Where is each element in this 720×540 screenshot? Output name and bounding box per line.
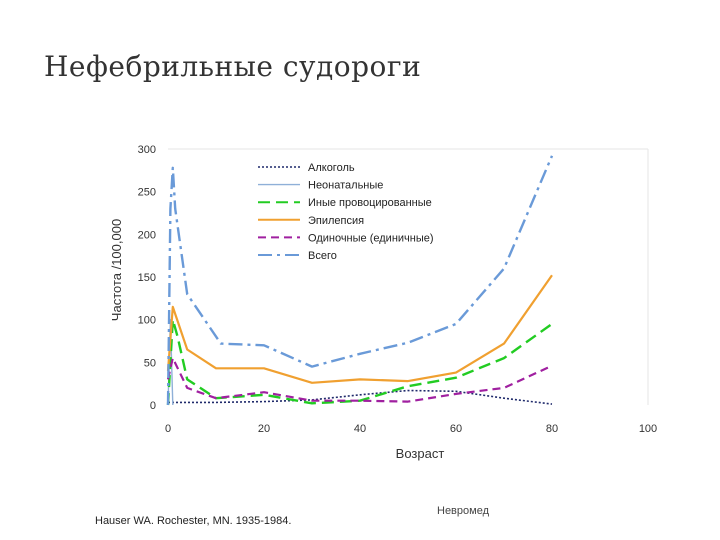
organization-label: Невромед xyxy=(437,505,489,517)
series-lines xyxy=(166,155,554,406)
x-tick-label: 40 xyxy=(354,423,366,435)
x-tick-label: 100 xyxy=(639,423,657,435)
legend-label: Эпилепсия xyxy=(308,215,364,227)
y-axis-ticks: 0 50 100 150 200 250 300 xyxy=(138,144,156,412)
y-tick-label: 200 xyxy=(138,229,156,241)
source-citation: Hauser WA. Rochester, MN. 1935-1984. xyxy=(95,515,292,527)
x-tick-label: 0 xyxy=(165,423,171,435)
x-tick-label: 60 xyxy=(450,423,462,435)
series-line-3 xyxy=(166,318,553,406)
x-axis-ticks: 0 20 40 60 80 100 xyxy=(165,423,657,435)
y-tick-label: 0 xyxy=(150,400,156,412)
series-line-4 xyxy=(166,274,553,384)
series-line-6 xyxy=(166,155,554,406)
x-tick-label: 20 xyxy=(258,423,270,435)
y-axis-label: Частота /100,000 xyxy=(109,219,124,321)
y-tick-label: 100 xyxy=(138,315,156,327)
legend-label: Неонатальные xyxy=(308,180,383,192)
legend-label: Одиночные (единичные) xyxy=(308,232,434,244)
legend-label: Иные провоцированные xyxy=(308,197,432,209)
x-tick-label: 80 xyxy=(546,423,558,435)
y-tick-label: 150 xyxy=(138,272,156,284)
series-line-5 xyxy=(166,357,553,403)
legend-label: Всего xyxy=(308,250,337,262)
legend: Алкоголь Неонатальные Иные провоцированные… xyxy=(258,162,434,262)
x-axis-label: Возраст xyxy=(396,446,445,461)
legend-label: Алкоголь xyxy=(308,162,355,174)
y-tick-label: 50 xyxy=(144,357,156,369)
plot-frame xyxy=(168,148,649,405)
y-tick-label: 300 xyxy=(138,144,156,156)
y-tick-label: 250 xyxy=(138,187,156,199)
slide-title: Нефебрильные судороги xyxy=(44,50,422,83)
